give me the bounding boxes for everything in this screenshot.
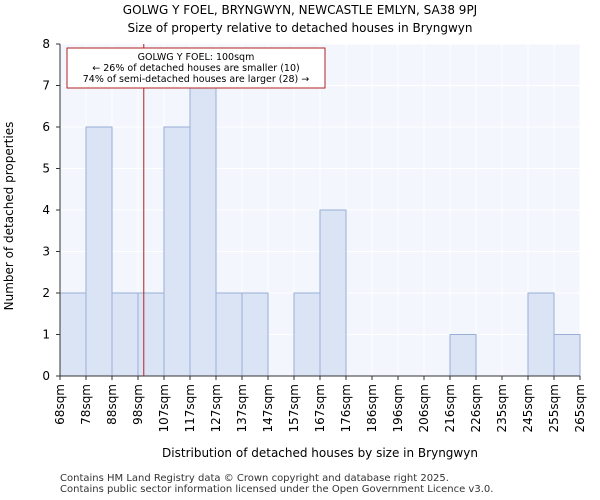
x-tick-label: 167sqm [313, 384, 327, 432]
x-tick-label: 107sqm [157, 384, 171, 432]
bar-127sqm [215, 292, 243, 377]
bar-216sqm [449, 334, 477, 377]
bar-68sqm [59, 292, 87, 377]
x-tick-label: 216sqm [443, 384, 457, 432]
x-tick-label: 206sqm [417, 384, 431, 432]
bar-117sqm [189, 85, 217, 377]
y-axis-label: Number of detached properties [2, 122, 16, 311]
x-axis-label: Distribution of detached houses by size … [162, 446, 478, 460]
y-tick-label: 3 [42, 245, 50, 259]
x-tick-label: 78sqm [79, 384, 93, 425]
x-tick-label: 68sqm [53, 384, 67, 425]
x-tick-label: 157sqm [287, 384, 301, 432]
x-tick-label: 137sqm [235, 384, 249, 432]
y-tick-label: 8 [42, 37, 50, 51]
x-tick-label: 176sqm [339, 384, 353, 432]
plot-area: 0 1 2 3 4 5 6 7 8 68sqm 78sqm 88sqm 98sqm 107sqm 117sq… [42, 37, 587, 432]
y-tick-label: 7 [42, 79, 50, 93]
bar-245sqm [527, 292, 555, 377]
y-tick-label: 0 [42, 369, 50, 383]
x-tick-label: 226sqm [469, 384, 483, 432]
footer-copyright: Contains HM Land Registry data © Crown c… [60, 473, 449, 484]
bar-98sqm [137, 292, 165, 377]
bar-88sqm [111, 292, 139, 377]
annotation-line: 74% of semi-detached houses are larger (… [83, 74, 310, 85]
x-tick-label: 245sqm [521, 384, 535, 432]
x-tick-label: 147sqm [261, 384, 275, 432]
bar-107sqm [163, 126, 191, 377]
x-tick-label: 196sqm [391, 384, 405, 432]
bar-78sqm [85, 126, 113, 377]
bar-137sqm [241, 292, 269, 377]
y-tick-label: 1 [42, 328, 50, 342]
x-tick-label: 265sqm [573, 384, 587, 432]
x-tick-label: 235sqm [495, 384, 509, 432]
x-tick-label: 186sqm [365, 384, 379, 432]
annotation-line: GOLWG Y FOEL: 100sqm [138, 52, 255, 63]
x-tick-label: 117sqm [183, 384, 197, 432]
annotation-box [66, 47, 326, 89]
y-tick-label: 4 [42, 203, 50, 217]
x-tick-label: 127sqm [209, 384, 223, 432]
bar-157sqm [293, 292, 321, 377]
y-tick-label: 2 [42, 286, 50, 300]
annotation-line: ← 26% of detached houses are smaller (10… [92, 63, 299, 74]
chart-subtitle: Size of property relative to detached ho… [127, 21, 472, 35]
y-tick-label: 5 [42, 162, 50, 176]
bar-255sqm [553, 334, 581, 377]
y-tick-label: 6 [42, 120, 50, 134]
footer-licence: Contains public sector information licen… [60, 484, 494, 495]
x-tick-label: 255sqm [547, 384, 561, 432]
x-tick-label: 98sqm [131, 384, 145, 425]
chart-title: GOLWG Y FOEL, BRYNGWYN, NEWCASTLE EMLYN,… [123, 3, 477, 17]
x-tick-label: 88sqm [105, 384, 119, 425]
bar-167sqm [319, 209, 347, 377]
